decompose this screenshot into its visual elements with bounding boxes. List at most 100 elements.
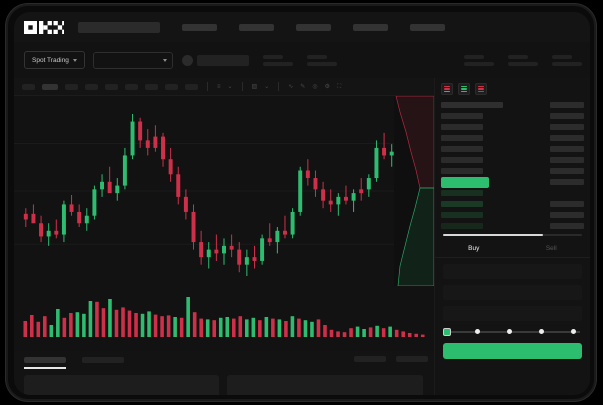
action-cancel-all[interactable]	[396, 356, 428, 362]
orderbook-mode-asks[interactable]	[475, 83, 487, 95]
orderbook-row[interactable]	[441, 167, 584, 175]
search-input[interactable]	[78, 21, 160, 33]
chevron-down-icon[interactable]: ⌄	[227, 83, 233, 90]
summary-card-left[interactable]	[24, 375, 219, 395]
okx-logo[interactable]	[24, 20, 64, 34]
price-field[interactable]	[443, 264, 582, 279]
tab-sell[interactable]: Sell	[545, 245, 557, 252]
top-navigation-bar	[14, 12, 590, 42]
trading-mode-label: Spot Trading	[32, 56, 69, 64]
order-form-fields	[435, 258, 590, 321]
alert-icon[interactable]: ◎	[312, 83, 318, 90]
orderbook-amount	[441, 212, 483, 218]
total-field[interactable]	[443, 306, 582, 321]
summary-card-right[interactable]	[227, 375, 423, 395]
interval-4[interactable]	[105, 83, 118, 90]
slider-stop-75[interactable]	[539, 328, 544, 334]
market-stats-group	[249, 54, 337, 66]
nav-item-1[interactable]	[239, 23, 274, 31]
orderbook-price	[550, 146, 584, 152]
orderbook-row[interactable]	[441, 134, 584, 142]
orderbook-row[interactable]	[441, 176, 584, 188]
buy-sell-tabs: Buy Sell	[435, 240, 590, 258]
fullscreen-icon[interactable]: ⛶	[336, 83, 342, 90]
amount-field[interactable]	[443, 285, 582, 300]
amount-percent-slider[interactable]	[443, 327, 582, 337]
slider-handle[interactable]	[443, 327, 451, 336]
orderbook-row[interactable]	[441, 112, 584, 120]
orderbook-row[interactable]	[441, 123, 584, 131]
stat-value	[552, 61, 582, 66]
orderbook-amount	[441, 146, 483, 152]
orderbook-price	[550, 168, 584, 174]
toolbar-divider-2	[241, 82, 243, 91]
market-stats-right	[450, 54, 582, 66]
orderbook-amount	[441, 102, 503, 108]
orderbook-row[interactable]	[441, 189, 584, 197]
orderbook-mode-both[interactable]	[441, 83, 453, 95]
interval-1-active[interactable]	[42, 83, 58, 90]
orderbook-rows[interactable]	[435, 99, 590, 230]
orderbook-row[interactable]	[441, 156, 584, 164]
orderbook-amount	[441, 168, 483, 174]
orderbook-row[interactable]	[441, 222, 584, 230]
interval-8[interactable]	[185, 83, 198, 90]
orderbook-row[interactable]	[441, 200, 584, 208]
orderbook-price	[550, 201, 584, 207]
stat-label	[464, 54, 484, 59]
orderbook-amount	[441, 223, 483, 229]
slider-track	[445, 331, 580, 333]
slider-stop-100[interactable]	[571, 328, 576, 334]
stat-label	[552, 54, 572, 59]
interval-0[interactable]	[22, 83, 35, 90]
nav-item-0[interactable]	[182, 23, 217, 31]
tab-open-orders[interactable]	[24, 357, 66, 363]
orderbook-price	[550, 212, 584, 218]
market-header: Spot Trading	[14, 42, 590, 78]
indicator-icon[interactable]: ≡	[217, 83, 221, 90]
line-tool-icon[interactable]: ∿	[288, 83, 294, 90]
interval-7[interactable]	[165, 83, 178, 90]
chevron-down-icon	[162, 58, 167, 62]
interval-6[interactable]	[145, 83, 158, 90]
candlestick-chart	[14, 114, 434, 276]
interval-3[interactable]	[85, 83, 98, 90]
toolbar-divider-3	[278, 82, 280, 91]
orderbook-price	[550, 157, 584, 163]
settings-gear-icon[interactable]: ⚙	[324, 83, 330, 90]
trading-mode-selector[interactable]: Spot Trading	[24, 51, 85, 69]
edit-pencil-icon[interactable]: ✎	[300, 83, 306, 90]
submit-buy-button[interactable]	[443, 343, 582, 359]
nav-item-2[interactable]	[296, 23, 331, 31]
volume-chart	[23, 297, 425, 337]
orderbook-trade-panel: Buy Sell	[434, 78, 590, 395]
orderbook-amount	[441, 201, 483, 207]
action-hide-other-pairs[interactable]	[354, 356, 386, 362]
orderbook-amount	[441, 176, 489, 188]
stat-value	[306, 61, 337, 66]
orderbook-depth-slider[interactable]	[443, 234, 582, 236]
slider-stop-50[interactable]	[507, 328, 512, 334]
slider-stop-25[interactable]	[475, 328, 480, 334]
nav-item-4[interactable]	[410, 23, 445, 31]
chart-type-icon[interactable]: ▨	[251, 83, 258, 90]
nav-item-3[interactable]	[353, 23, 388, 31]
toolbar-divider	[207, 82, 208, 91]
interval-5[interactable]	[125, 83, 138, 90]
orderbook-price	[550, 124, 584, 130]
trading-pair-selector[interactable]	[92, 51, 173, 69]
price-chart-panel[interactable]	[14, 96, 434, 351]
tab-buy[interactable]: Buy	[468, 245, 480, 252]
orderbook-price	[550, 223, 584, 229]
orderbook-row[interactable]	[441, 211, 584, 219]
orderbook-row[interactable]	[441, 101, 584, 109]
interval-2[interactable]	[65, 83, 78, 90]
orderbook-price	[550, 135, 584, 141]
orderbook-row[interactable]	[441, 145, 584, 153]
chevron-down-icon-2[interactable]: ⌄	[264, 83, 270, 90]
orderbook-amount	[441, 157, 483, 163]
tab-order-history[interactable]	[82, 357, 124, 363]
stat-value	[464, 61, 494, 66]
stat-label	[306, 54, 327, 59]
orderbook-mode-bids[interactable]	[458, 83, 470, 95]
